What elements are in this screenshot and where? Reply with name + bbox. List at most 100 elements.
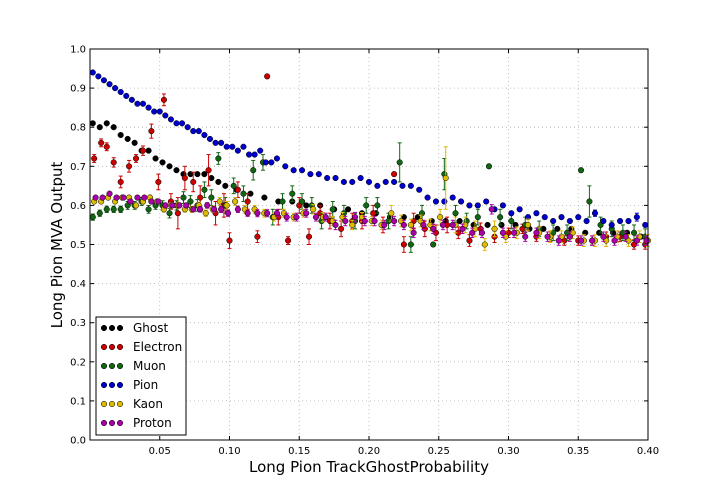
y-tick-label: 0.4 [70,279,86,290]
data-point [577,237,585,244]
data-point [181,174,188,182]
y-tick-label: 0.3 [70,318,86,329]
data-point [262,159,269,166]
x-axis-label: Long Pion TrackGhostProbability [249,458,489,476]
data-point [128,96,135,103]
data-point [139,100,147,107]
plot-frame [89,48,649,441]
data-point [611,237,618,244]
data-point [148,128,155,135]
data-point [282,163,289,170]
data-point [633,214,640,221]
data-point [396,159,403,166]
data-marks [89,69,652,253]
x-tick-label: 0.40 [637,446,659,457]
data-point [110,124,117,131]
data-point [298,167,306,174]
data-point [180,194,187,201]
data-point [132,155,140,162]
legend-label: Muon [133,359,166,373]
data-point [608,221,615,228]
data-point [488,206,495,213]
data-point [332,174,339,182]
data-point [117,131,124,139]
data-point [283,214,290,221]
y-axis-label: Long Pion MVA Output [48,161,66,328]
data-point [257,147,264,154]
data-point [173,120,180,127]
data-point [159,159,166,166]
data-point [195,128,202,135]
data-point [289,190,296,197]
data-point [442,174,449,182]
data-point [103,120,110,127]
data-point [234,147,241,154]
data-point [516,206,523,213]
data-point [458,198,465,205]
data-point [234,186,241,193]
legend-label: Kaon [133,397,163,411]
data-point [226,237,233,244]
data-point [132,202,140,209]
data-point [264,73,271,80]
data-point [201,186,208,193]
data-point [524,221,532,228]
data-point [432,198,440,205]
data-point [508,217,515,225]
data-point [230,182,237,189]
data-point [643,237,650,244]
data-point [575,214,582,221]
data-point [290,167,297,174]
legend: Ghost Electron Muon Pion Kaon Proton [95,316,187,436]
legend-marker [100,343,108,351]
data-point [338,225,345,232]
data-point [554,225,561,232]
data-point [91,155,98,162]
data-point [305,233,313,240]
data-point [166,210,173,217]
y-tick-label: 0.1 [70,396,86,407]
data-point [160,96,167,103]
x-tick-label: 0.35 [567,446,589,457]
data-point [391,171,398,178]
data-point [315,171,322,178]
data-point [197,206,204,213]
data-point [474,214,481,221]
data-point [145,147,152,154]
data-point [399,182,406,189]
data-point [449,194,456,201]
data-point [340,178,347,185]
data-point [264,210,271,217]
data-point [201,131,208,139]
data-point [400,221,407,228]
data-point [155,178,162,185]
data-point [541,214,548,221]
data-point [485,163,493,170]
data-point [285,237,292,244]
data-point [268,159,275,166]
data-point [223,143,230,150]
data-point [533,210,540,217]
x-tick-label: 0.20 [358,446,380,457]
data-point [370,210,377,217]
data-point [179,120,186,127]
data-point [324,174,331,182]
legend-marker [108,381,116,389]
data-point [600,217,607,225]
data-point [522,233,529,240]
y-tick-label: 0.5 [70,240,86,251]
data-point [218,139,225,146]
data-point [183,202,190,209]
data-point [631,229,638,236]
data-point [89,69,96,76]
legend-label: Pion [133,378,158,392]
data-point [279,198,286,205]
data-point [483,198,490,205]
data-point [190,128,197,135]
data-point [206,135,214,142]
data-point [261,194,268,201]
data-point [96,210,103,217]
data-point [430,241,437,248]
y-tick-label: 0.7 [70,162,86,173]
data-point [245,151,253,158]
